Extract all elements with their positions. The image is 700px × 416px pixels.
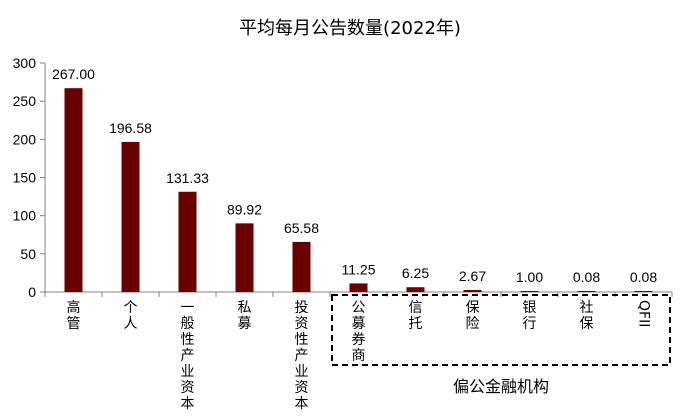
y-tick-label: 150 bbox=[13, 170, 37, 186]
category-label: 银行 bbox=[523, 300, 537, 332]
bar bbox=[64, 88, 83, 292]
bar bbox=[121, 141, 140, 292]
bar bbox=[463, 289, 482, 292]
data-label: 196.58 bbox=[109, 120, 152, 136]
y-axis: 0 50 100 150 200 250 300 bbox=[13, 55, 46, 300]
category-label: 公募券商 bbox=[352, 300, 366, 364]
bar bbox=[292, 241, 311, 292]
y-tick-label: 250 bbox=[13, 93, 37, 109]
chart-title: 平均每月公告数量(2022年) bbox=[239, 18, 461, 39]
bar bbox=[577, 291, 596, 292]
category-label: 信托 bbox=[409, 300, 423, 332]
data-label: 0.08 bbox=[573, 269, 600, 285]
group-dashed-box bbox=[331, 294, 671, 366]
institution-group: 偏公金融机构 bbox=[331, 294, 671, 396]
category-label: 投资性产业资本 bbox=[295, 300, 309, 412]
bar bbox=[349, 283, 368, 292]
category-label: 私募 bbox=[238, 300, 252, 332]
data-label: 1.00 bbox=[516, 269, 543, 285]
data-label: 131.33 bbox=[166, 170, 209, 186]
data-label: 65.58 bbox=[284, 220, 319, 236]
category-label: 高管 bbox=[67, 299, 81, 332]
bars bbox=[64, 88, 653, 292]
bar bbox=[235, 223, 254, 292]
category-label: QFII bbox=[636, 300, 652, 327]
category-label: 保险 bbox=[466, 300, 480, 332]
category-label: 社保 bbox=[580, 300, 594, 332]
y-tick-label: 300 bbox=[13, 55, 37, 71]
category-label: 一般性产业资本 bbox=[181, 300, 195, 412]
data-label: 0.08 bbox=[630, 269, 657, 285]
category-labels: 高管 个人 一般性产业资本 私募 投资性产业资本 公募券商 信托 保险 银行 社保 QFII bbox=[67, 299, 652, 412]
data-label: 267.00 bbox=[52, 66, 95, 82]
category-label: 个人 bbox=[124, 300, 138, 332]
data-label: 89.92 bbox=[227, 201, 262, 217]
data-label: 11.25 bbox=[342, 261, 376, 277]
bar bbox=[178, 191, 197, 292]
bar bbox=[634, 291, 653, 292]
y-tick-label: 0 bbox=[28, 284, 36, 300]
bar bbox=[520, 291, 539, 292]
data-label: 2.67 bbox=[459, 268, 486, 284]
y-tick-label: 100 bbox=[13, 208, 37, 224]
data-label: 6.25 bbox=[402, 265, 429, 281]
data-labels: 267.00 196.58 131.33 89.92 65.58 11.25 6.25 2.6… bbox=[52, 66, 657, 285]
y-tick-label: 200 bbox=[13, 131, 37, 147]
y-tick-label: 50 bbox=[20, 246, 36, 262]
bar bbox=[406, 287, 425, 292]
group-label: 偏公金融机构 bbox=[453, 377, 549, 396]
